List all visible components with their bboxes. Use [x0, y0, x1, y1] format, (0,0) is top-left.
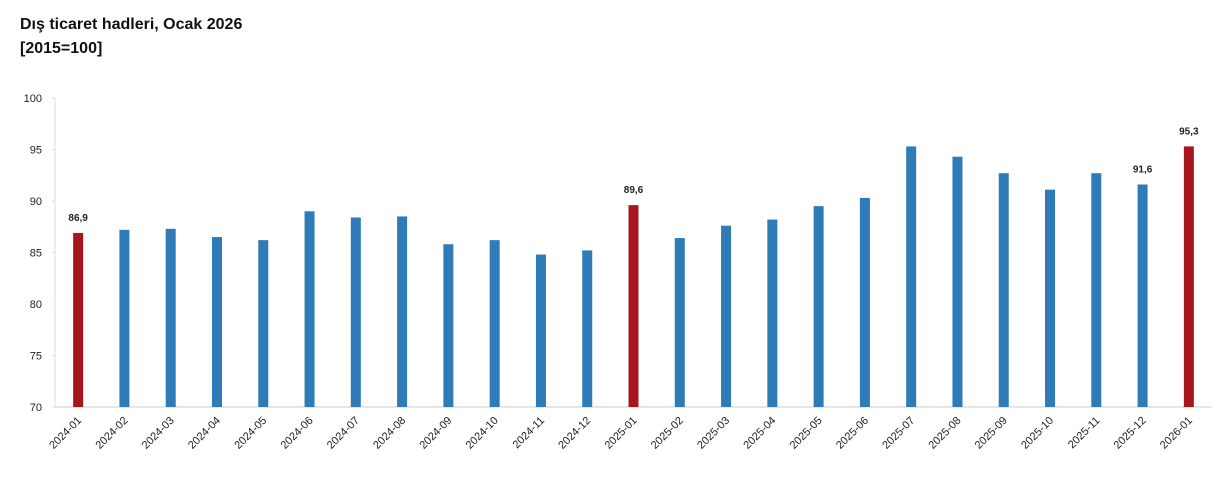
x-tick-label: 2025-07	[880, 415, 917, 452]
value-label: 89,6	[624, 185, 644, 196]
bar	[952, 156, 963, 407]
bar	[535, 254, 546, 407]
x-tick-label: 2024-04	[186, 415, 223, 452]
x-tick-label: 2024-05	[232, 415, 269, 452]
x-tick-label: 2025-03	[695, 415, 732, 452]
bar	[119, 229, 130, 407]
x-tick-label: 2025-09	[973, 415, 1010, 452]
bar	[258, 240, 269, 407]
bar	[859, 197, 870, 407]
y-tick-label: 75	[30, 351, 42, 363]
x-tick-label: 2025-04	[741, 415, 778, 452]
y-tick-label: 90	[30, 196, 42, 208]
x-tick-label: 2024-10	[464, 415, 501, 452]
x-tick-label: 2024-11	[511, 415, 547, 451]
bar	[721, 225, 732, 407]
x-tick-label: 2024-12	[556, 415, 593, 452]
y-tick-label: 85	[30, 248, 42, 260]
x-tick-label: 2024-09	[417, 415, 454, 452]
chart-title: Dış ticaret hadleri, Ocak 2026	[20, 16, 242, 33]
x-tick-label: 2026-01	[1158, 415, 1195, 452]
x-tick-label: 2025-12	[1112, 415, 1149, 452]
x-tick-label: 2024-07	[325, 415, 362, 452]
x-tick-label: 2025-10	[1019, 415, 1056, 452]
value-label: 95,3	[1179, 126, 1199, 137]
x-tick-label: 2024-03	[140, 415, 177, 452]
value-label: 86,9	[68, 213, 88, 224]
x-tick-label: 2024-06	[279, 415, 316, 452]
bar	[443, 244, 454, 407]
x-tick-label: 2025-05	[788, 415, 825, 452]
x-tick-label: 2025-08	[927, 415, 964, 452]
bar	[350, 217, 361, 407]
y-tick-label: 95	[30, 145, 42, 157]
bar	[582, 250, 593, 407]
bar	[628, 205, 639, 407]
x-tick-label: 2025-06	[834, 415, 871, 452]
x-tick-label: 2025-01	[603, 415, 640, 452]
bar	[397, 216, 408, 407]
y-tick-label: 100	[24, 93, 42, 105]
x-tick-label: 2025-02	[649, 415, 686, 452]
bar	[73, 232, 84, 407]
y-tick-label: 80	[30, 299, 42, 311]
bar	[489, 240, 500, 407]
bar	[1045, 189, 1056, 407]
bar	[1137, 184, 1148, 407]
bar	[211, 237, 222, 407]
x-tick-label: 2024-02	[94, 415, 131, 452]
bar	[813, 206, 824, 407]
bar	[906, 146, 917, 407]
bar	[165, 228, 176, 407]
bar	[304, 211, 315, 407]
bar	[1183, 146, 1194, 407]
x-tick-label: 2024-08	[371, 415, 408, 452]
bar	[674, 238, 685, 407]
bar	[767, 219, 778, 407]
value-label: 91,6	[1133, 165, 1153, 176]
x-tick-label: 2024-01	[47, 415, 84, 452]
bar	[998, 173, 1009, 407]
x-tick-label: 2025-11	[1066, 415, 1102, 451]
chart-subtitle: [2015=100]	[20, 40, 102, 57]
bar	[1091, 173, 1102, 407]
y-tick-label: 70	[30, 402, 42, 414]
